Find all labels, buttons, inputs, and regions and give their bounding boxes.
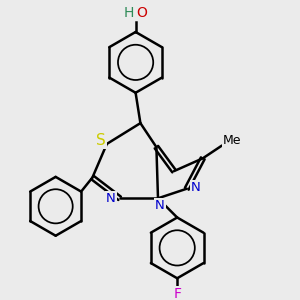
Text: N: N <box>106 192 116 206</box>
Text: N: N <box>155 199 164 212</box>
Text: F: F <box>173 287 181 300</box>
Text: H: H <box>123 6 134 20</box>
Text: S: S <box>96 133 106 148</box>
Text: N: N <box>191 181 201 194</box>
Text: Me: Me <box>223 134 242 147</box>
Text: O: O <box>136 6 147 20</box>
